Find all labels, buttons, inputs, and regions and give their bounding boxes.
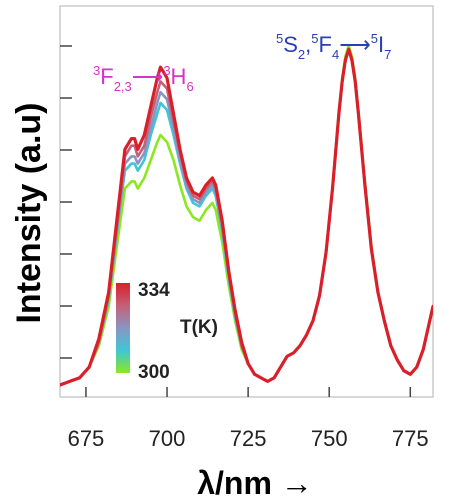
colorbar — [116, 283, 130, 373]
colorbar-max-label: 334 — [138, 280, 170, 301]
x-tick-label: 750 — [311, 426, 348, 451]
annotation-transition-1: 3F2,3⟶3H6 — [93, 63, 194, 94]
series-line-5 — [60, 47, 433, 387]
y-axis-label: Intensity (a.u) — [10, 102, 48, 323]
x-axis-label: λ/nm → — [197, 465, 313, 500]
x-axis-ticks: 675 700 725 750 775 — [68, 387, 429, 451]
x-tick-label: 675 — [68, 426, 105, 451]
x-tick-label: 725 — [230, 426, 267, 451]
series-group — [60, 44, 433, 387]
y-axis-ticks — [60, 45, 72, 359]
colorbar-min-label: 300 — [138, 362, 170, 383]
x-tick-label: 775 — [392, 426, 429, 451]
colorbar-title: T(K) — [180, 317, 218, 338]
annotation-transition-2: 5S2,5F4⟶5I7 — [276, 31, 391, 62]
plot-frame — [59, 5, 434, 398]
x-tick-label: 700 — [149, 426, 186, 451]
